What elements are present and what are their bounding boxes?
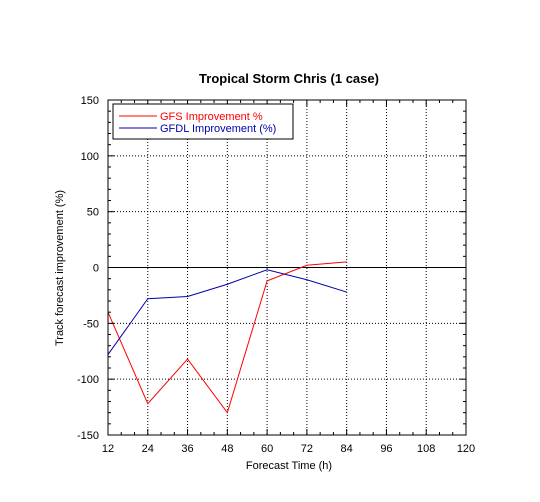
y-tick-label: -100 bbox=[77, 374, 99, 386]
series-line-gfdl bbox=[107, 269, 347, 355]
y-axis-label: Track forecast improvement (%) bbox=[54, 190, 66, 346]
chart-title: Tropical Storm Chris (1 case) bbox=[199, 71, 379, 86]
y-tick-label: 50 bbox=[87, 207, 99, 219]
x-tick-label: 108 bbox=[417, 443, 435, 455]
x-tick-label: 48 bbox=[221, 443, 233, 455]
x-axis-label: Forecast Time (h) bbox=[246, 460, 332, 472]
series-line-gfs bbox=[107, 261, 347, 414]
y-tick-label: 150 bbox=[81, 95, 99, 107]
legend-label-gfdl: GFDL Improvement (%) bbox=[160, 123, 276, 135]
x-tick-label: 120 bbox=[457, 443, 475, 455]
y-tick-label: -150 bbox=[77, 430, 99, 442]
tick-labels: 12 24 36 48 60 72 84 96 108 120 -150 -100 -50 0 50 100 1… bbox=[77, 95, 475, 455]
grid bbox=[108, 100, 466, 435]
x-tick-label: 24 bbox=[142, 443, 154, 455]
legend-label-gfs: GFS Improvement % bbox=[160, 111, 263, 123]
x-tick-label: 72 bbox=[301, 443, 313, 455]
x-tick-label: 60 bbox=[261, 443, 273, 455]
x-tick-label: 84 bbox=[341, 443, 353, 455]
y-tick-label: 0 bbox=[93, 263, 99, 275]
y-tick-label: 100 bbox=[81, 151, 99, 163]
x-tick-label: 36 bbox=[181, 443, 193, 455]
x-tick-label: 12 bbox=[102, 443, 114, 455]
x-tick-label: 96 bbox=[380, 443, 392, 455]
y-tick-label: -50 bbox=[83, 318, 99, 330]
plot-frame bbox=[107, 99, 467, 436]
legend-box bbox=[112, 103, 294, 140]
series-layer bbox=[107, 261, 347, 414]
legend: GFS Improvement % GFDL Improvement (%) bbox=[112, 103, 294, 140]
